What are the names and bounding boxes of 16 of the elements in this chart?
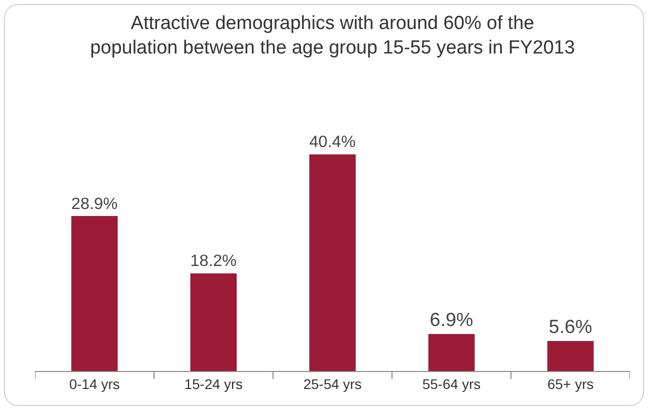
- data-label: 6.9%: [430, 310, 474, 332]
- x-tick-label: 0-14 yrs: [69, 376, 120, 392]
- x-tick-label: 55-64 yrs: [422, 376, 481, 392]
- x-tick-label: 15-24 yrs: [184, 376, 243, 392]
- x-tick-label: 65+ yrs: [547, 376, 594, 392]
- data-label: 28.9%: [71, 194, 118, 213]
- bar: [428, 334, 475, 371]
- data-label: 5.6%: [548, 316, 592, 338]
- chart-title: Attractive demographics with around 60% of the population between the age group 15-55 years in FY2013: [90, 12, 575, 59]
- x-tick-label: 25-54 yrs: [303, 376, 362, 392]
- data-label: 40.4%: [309, 133, 356, 152]
- data-label: 18.2%: [190, 252, 237, 270]
- bar: [547, 340, 594, 371]
- bar: [190, 273, 237, 371]
- bar: [309, 154, 356, 371]
- bar: [71, 216, 118, 371]
